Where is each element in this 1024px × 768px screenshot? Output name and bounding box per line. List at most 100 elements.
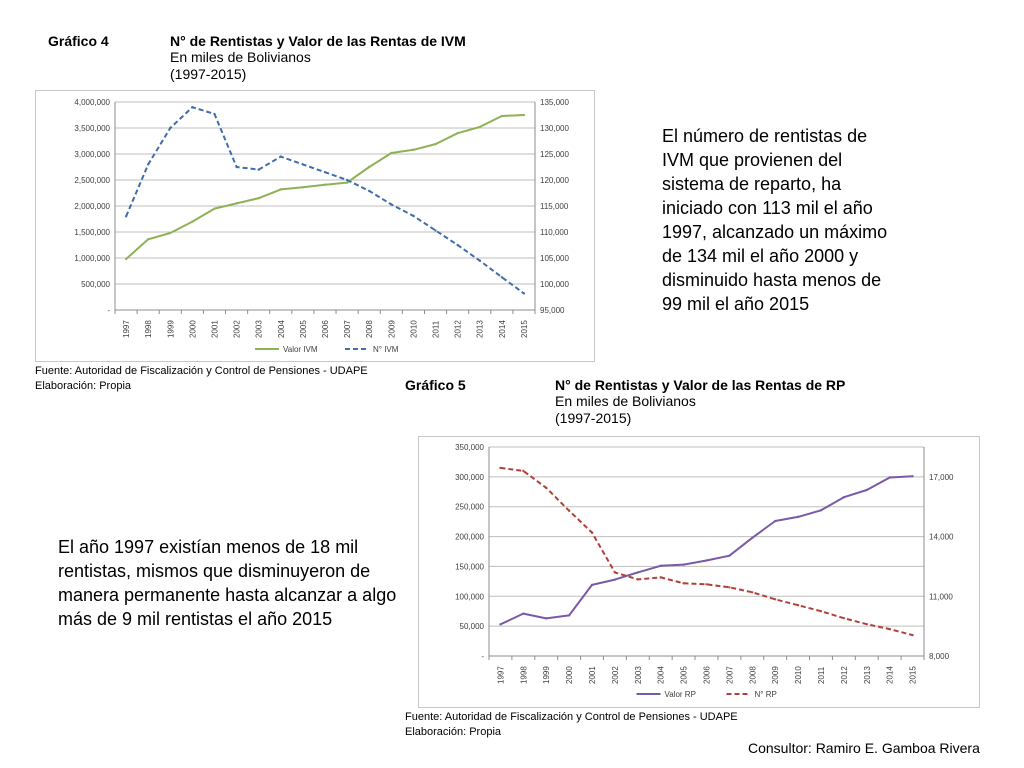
chart5-point — [636, 571, 640, 574]
chart5-point — [773, 519, 777, 523]
chart4-source: Fuente: Autoridad de Fiscalización y Con… — [35, 365, 368, 377]
chart4-right-tick-label: 95,000 — [540, 306, 565, 315]
chart4-point — [124, 215, 128, 218]
chart4-point — [124, 257, 128, 261]
chart5-point — [819, 509, 823, 512]
chart4-point — [368, 189, 371, 193]
chart5-point — [613, 571, 617, 574]
chart4-x-tick-label: 2000 — [188, 320, 197, 338]
chart5-label: Gráfico 5 — [405, 377, 466, 393]
chart5-right-tick-label: 11,000 — [929, 592, 953, 601]
chart4-point — [301, 186, 305, 189]
chart4-legend-label: N° IVM — [373, 345, 399, 354]
chart4-x-tick-label: 2008 — [365, 320, 374, 338]
chart5-point — [682, 563, 685, 566]
chart5-left-tick-label: 300,000 — [455, 473, 484, 482]
consultor-credit: Consultor: Ramiro E. Gamboa Rivera — [748, 740, 980, 756]
chart5-x-tick-label: 2002 — [611, 666, 620, 684]
chart5-x-tick-label: 1998 — [519, 666, 528, 684]
chart5-point — [842, 495, 846, 499]
chart5-source: Fuente: Autoridad de Fiscalización y Con… — [405, 711, 738, 723]
chart5-point — [499, 623, 502, 626]
chart5-point — [590, 531, 594, 534]
chart4-point — [478, 125, 481, 129]
chart4-point — [146, 163, 150, 166]
chart4-point — [146, 238, 150, 241]
chart4-container: - 500,000 1,000,000 1,500,000 2,000,000 2,500… — [35, 90, 595, 362]
chart4-right-tick-label: 135,000 — [540, 98, 569, 107]
chart4-left-tick-label: 1,000,000 — [74, 254, 110, 263]
chart4-period: (1997-2015) — [170, 66, 247, 82]
chart5-title: N° de Rentistas y Valor de las Rentas de… — [555, 377, 846, 393]
chart4-x-tick-label: 2003 — [255, 320, 264, 338]
chart4-x-tick-label: 2001 — [210, 320, 219, 338]
chart5-x-tick-label: 2003 — [634, 666, 643, 684]
chart5-point — [911, 475, 914, 478]
chart4-point — [257, 168, 260, 171]
chart4-point — [522, 292, 526, 295]
chart5-x-tick-label: 2015 — [909, 666, 918, 684]
chart5-x-tick-label: 1999 — [542, 666, 551, 684]
chart4-series-valor-ivm — [125, 114, 524, 260]
chart4-x-tick-label: 2009 — [387, 320, 396, 338]
chart4-right-tick-label: 130,000 — [540, 124, 569, 133]
chart5-svg: - 50,000 100,000 150,000 200,000 250,000 300,0… — [455, 443, 954, 699]
chart5-point — [751, 536, 754, 539]
chart5-point — [728, 586, 731, 589]
chart4-point — [279, 188, 282, 191]
chart4-x-tick-label: 2007 — [343, 320, 352, 338]
chart5-point — [888, 627, 891, 631]
chart5-point — [567, 509, 571, 512]
chart4-point — [412, 214, 415, 218]
chart4-point — [235, 202, 238, 205]
ivm-description: El número de rentistas de IVM que provie… — [662, 126, 888, 314]
chart4-series-n-ivm — [125, 106, 525, 295]
chart5-point — [911, 633, 914, 637]
chart5-point — [636, 578, 640, 581]
chart4-right-tick-label: 120,000 — [540, 176, 569, 185]
chart5-x-tick-label: 2006 — [703, 666, 712, 684]
chart4-right-tick-label: 125,000 — [540, 150, 569, 159]
chart5-legend-label: N° RP — [755, 690, 777, 699]
chart5-left-tick-label: 200,000 — [455, 533, 484, 542]
chart5-x-tick-label: 2008 — [748, 666, 757, 684]
chart5-point — [842, 616, 846, 620]
chart4-point — [500, 276, 504, 279]
chart5-point — [865, 488, 868, 492]
chart4-point — [323, 171, 327, 174]
rp-description: El año 1997 existían menos de 18 mil ren… — [58, 537, 397, 629]
chart4-x-tick-label: 1997 — [122, 320, 131, 338]
chart4-point — [412, 148, 415, 152]
chart4-point — [390, 203, 393, 206]
chart5-point — [705, 559, 708, 562]
chart4-point — [368, 165, 371, 169]
chart4-left-tick-label: - — [107, 306, 110, 315]
chart5-point — [590, 583, 594, 587]
chart4-left-tick-label: 3,000,000 — [74, 150, 110, 159]
chart5-point — [728, 554, 731, 557]
chart5-left-tick-label: 100,000 — [455, 592, 484, 601]
chart4-point — [434, 229, 437, 232]
chart5-point — [545, 617, 548, 620]
chart4-point — [434, 142, 437, 146]
chart4-point — [213, 207, 216, 210]
chart5-x-tick-label: 2001 — [588, 666, 597, 684]
chart4-right-tick-label: 105,000 — [540, 254, 569, 263]
chart4-point — [301, 163, 305, 166]
chart4-elaboration: Elaboración: Propia — [35, 380, 132, 392]
chart4-left-tick-label: 2,000,000 — [74, 202, 110, 211]
chart4-point — [500, 114, 504, 118]
chart5-x-tick-label: 2000 — [565, 666, 574, 684]
chart5-period: (1997-2015) — [555, 410, 632, 426]
chart5-container: - 50,000 100,000 150,000 200,000 250,000 300,0… — [418, 436, 980, 708]
chart4-x-tick-label: 2010 — [409, 320, 418, 338]
chart4-x-tick-label: 1998 — [144, 320, 153, 338]
chart4-point — [235, 165, 238, 169]
chart5-x-tick-label: 2005 — [680, 666, 689, 684]
chart4-right-tick-label: 100,000 — [540, 280, 569, 289]
chart4-point — [257, 197, 260, 200]
chart4-right-tick-label: 110,000 — [540, 228, 569, 237]
chart4-point — [213, 112, 216, 116]
chart4-svg: - 500,000 1,000,000 1,500,000 2,000,000 2,500… — [74, 98, 569, 354]
chart5-left-tick-label: 350,000 — [455, 443, 484, 452]
